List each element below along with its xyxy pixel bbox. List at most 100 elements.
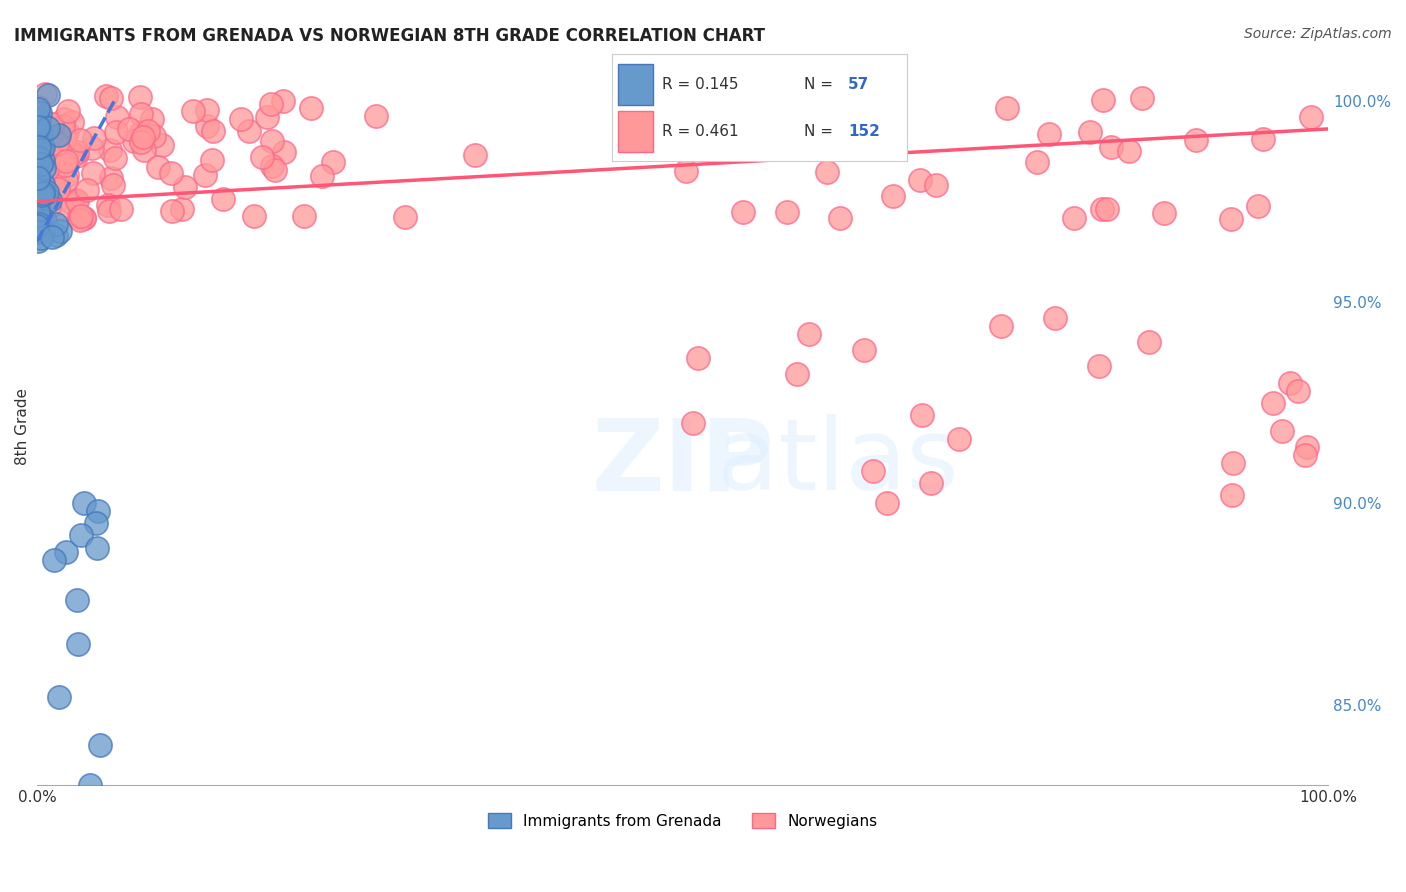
Point: [79, 778, 101, 792]
Point: [55, 153, 77, 168]
Point: [141, 112, 163, 126]
Point: [25, 219, 48, 233]
Text: R = 0.461: R = 0.461: [662, 124, 738, 139]
Point: [105, 110, 128, 124]
Point: [48, 690, 70, 704]
Point: [148, 161, 170, 175]
Point: [252, 150, 274, 164]
Point: [260, 134, 283, 148]
Point: [260, 96, 283, 111]
Point: [824, 98, 846, 112]
Point: [1038, 127, 1060, 141]
Point: [38, 200, 60, 214]
Point: [172, 202, 194, 216]
Point: [30, 142, 52, 156]
Point: [27, 234, 49, 248]
Point: [118, 122, 141, 136]
Point: [39, 193, 62, 207]
Point: [55, 125, 77, 139]
Point: [995, 102, 1018, 116]
Point: [1063, 211, 1085, 225]
Point: [83, 130, 105, 145]
Point: [238, 124, 260, 138]
Point: [464, 148, 486, 162]
Point: [55, 173, 77, 187]
Point: [876, 496, 898, 510]
Point: [98, 143, 121, 157]
Point: [132, 143, 155, 157]
Point: [212, 192, 235, 206]
Point: [59, 146, 82, 161]
Point: [52, 120, 75, 134]
Point: [69, 528, 91, 542]
Point: [34, 213, 56, 227]
Point: [160, 204, 183, 219]
Point: [1088, 359, 1111, 374]
Point: [990, 319, 1012, 334]
Point: [394, 210, 416, 224]
Point: [69, 133, 91, 147]
Point: [25, 115, 48, 129]
Point: [46, 182, 69, 196]
Text: N =: N =: [804, 124, 838, 139]
Point: [73, 211, 96, 226]
Text: ZIP: ZIP: [591, 414, 773, 511]
Point: [35, 192, 58, 206]
Point: [797, 327, 820, 342]
Point: [1091, 202, 1114, 216]
Point: [65, 193, 87, 207]
Point: [1184, 133, 1206, 147]
Point: [66, 145, 89, 159]
Text: Source: ZipAtlas.com: Source: ZipAtlas.com: [1244, 27, 1392, 41]
Point: [82, 166, 104, 180]
Point: [842, 105, 865, 120]
Point: [70, 209, 93, 223]
Point: [35, 161, 58, 176]
Point: [69, 210, 91, 224]
Y-axis label: 8th Grade: 8th Grade: [15, 388, 30, 466]
Point: [195, 103, 218, 117]
Point: [27, 164, 49, 178]
Point: [28, 140, 51, 154]
Point: [41, 230, 63, 244]
Point: [89, 738, 111, 752]
Point: [1251, 132, 1274, 146]
Point: [1294, 448, 1316, 462]
Point: [1137, 335, 1160, 350]
Point: [273, 145, 295, 159]
Point: [138, 124, 160, 138]
Point: [105, 125, 128, 139]
Point: [110, 202, 132, 216]
Point: [66, 593, 89, 607]
Point: [688, 351, 710, 366]
Point: [882, 189, 904, 203]
Point: [30, 231, 52, 245]
Point: [28, 106, 51, 120]
Point: [48, 128, 70, 143]
Point: [1220, 488, 1243, 502]
Point: [731, 205, 754, 219]
Point: [87, 504, 110, 518]
Point: [1278, 376, 1301, 390]
Point: [1263, 395, 1285, 409]
Point: [1271, 424, 1294, 438]
Point: [775, 131, 797, 145]
Point: [67, 637, 90, 651]
Point: [31, 186, 53, 201]
Point: [56, 168, 79, 182]
Point: [44, 552, 66, 566]
Point: [1247, 199, 1270, 213]
Point: [52, 112, 75, 126]
Point: [27, 103, 49, 117]
Point: [129, 135, 152, 149]
Point: [44, 147, 66, 161]
Legend: Immigrants from Grenada, Norwegians: Immigrants from Grenada, Norwegians: [482, 806, 883, 835]
Point: [27, 194, 49, 209]
Point: [30, 126, 52, 140]
Point: [201, 124, 224, 138]
Point: [37, 87, 59, 102]
Point: [1025, 155, 1047, 169]
Point: [1078, 125, 1101, 139]
Point: [292, 209, 315, 223]
Point: [25, 126, 48, 140]
